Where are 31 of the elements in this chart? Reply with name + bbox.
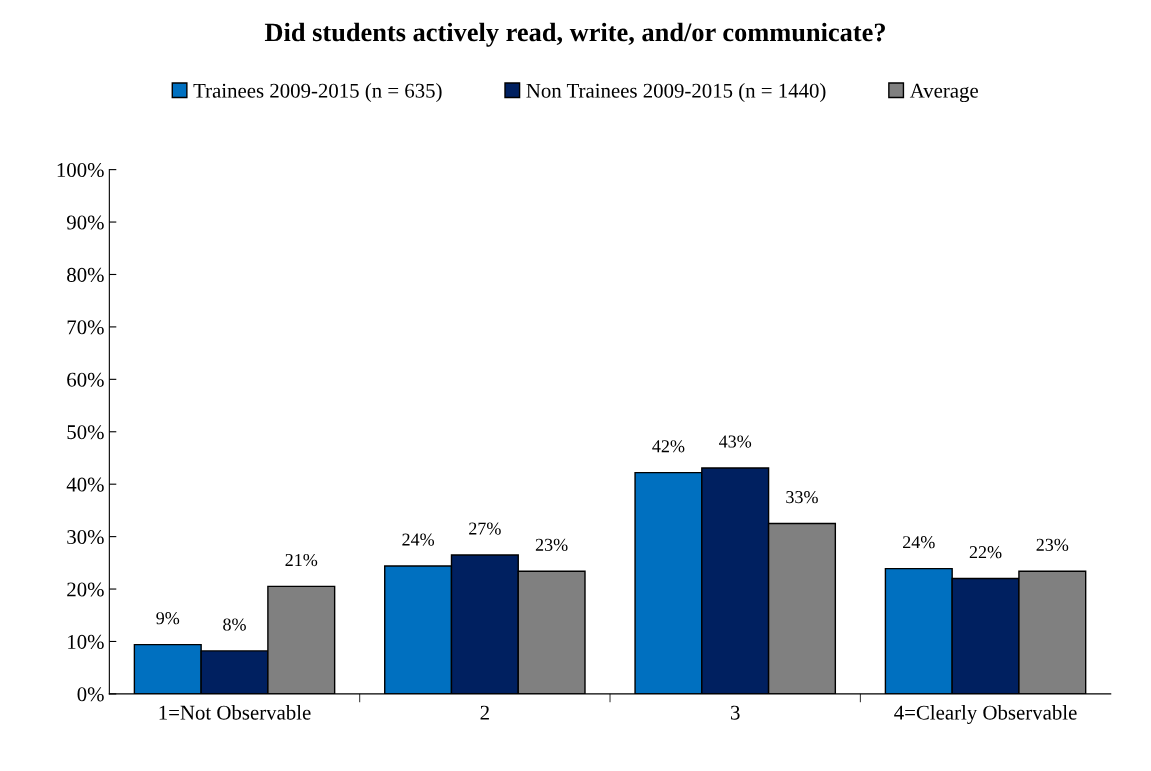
y-tick-label: 80% xyxy=(67,267,104,282)
legend-label: Non Trainees 2009-2015 (n = 1440) xyxy=(526,83,826,102)
data-label: 24% xyxy=(903,536,935,549)
y-tick-label: 30% xyxy=(67,529,104,545)
data-label: 22% xyxy=(969,546,1002,559)
y-tick-label: 70% xyxy=(67,320,104,335)
data-label: 23% xyxy=(535,538,568,551)
y-tick-label: 90% xyxy=(66,215,104,230)
legend-label: Trainees 2009-2015 (n = 635) xyxy=(193,83,442,102)
x-tick-label: 1=Not Observable xyxy=(159,705,311,720)
y-tick-label: 40% xyxy=(66,477,104,492)
y-tick-label: 50% xyxy=(67,425,104,440)
y-tick-label: 100% xyxy=(57,162,104,178)
data-label: 27% xyxy=(469,522,501,535)
y-tick-label: 60% xyxy=(67,372,104,387)
data-label: 42% xyxy=(652,440,685,453)
x-tick-label: 3 xyxy=(730,705,740,720)
legend-label: Average xyxy=(909,83,978,103)
y-tick-label: 20% xyxy=(67,582,104,597)
data-label: 43% xyxy=(719,435,752,448)
chart-title: Did students actively read, write, and/or communicate? xyxy=(264,22,885,47)
x-tick-label: 4=Clearly Observable xyxy=(894,705,1077,724)
x-tick-label: 2 xyxy=(480,705,489,720)
y-tick-label: 10% xyxy=(68,634,104,649)
data-label: 21% xyxy=(285,553,318,567)
data-label: 24% xyxy=(402,533,435,546)
data-label: 9% xyxy=(156,612,180,625)
data-label: 8% xyxy=(223,618,246,631)
data-label: 33% xyxy=(786,490,818,504)
data-label: 23% xyxy=(1036,538,1069,551)
y-tick-label: 0% xyxy=(77,687,104,702)
